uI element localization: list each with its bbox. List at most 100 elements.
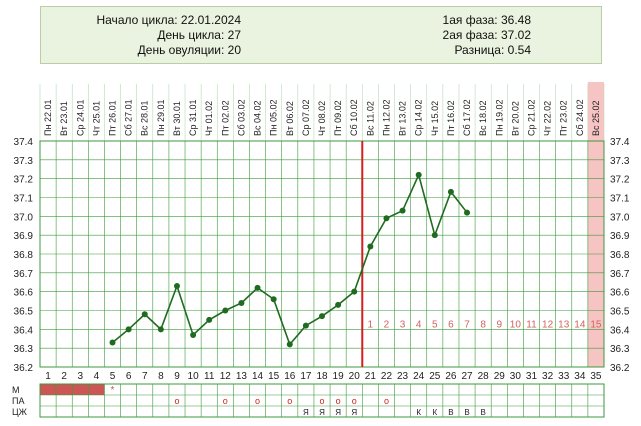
luteal-day-number: 9 — [496, 320, 502, 331]
luteal-day-number: 10 — [510, 320, 522, 331]
luteal-highlight-column — [587, 82, 604, 367]
pa-mark: о — [336, 396, 341, 406]
temperature-point — [464, 209, 471, 216]
date-label: Вт 20.02 — [510, 101, 520, 136]
day-number: 25 — [429, 371, 441, 382]
day-number: 10 — [188, 371, 200, 382]
y-tick-left: 36.9 — [14, 231, 34, 242]
day-number: 12 — [220, 371, 232, 382]
date-label: Сб 17.02 — [462, 99, 472, 136]
date-label: Ср 24.01 — [75, 99, 85, 136]
day-number: 22 — [381, 371, 393, 382]
temperature-point — [431, 232, 438, 239]
day-number: 2 — [61, 371, 67, 382]
phase1-label: 1ая фаза: 36.48 — [442, 13, 531, 27]
date-label: Пн 22.01 — [43, 100, 53, 136]
day-number: 18 — [316, 371, 328, 382]
date-label: Сб 10.02 — [349, 99, 359, 136]
y-tick-left: 36.3 — [14, 344, 34, 355]
day-number: 6 — [126, 371, 132, 382]
luteal-day-number: 1 — [368, 320, 374, 331]
date-label: Пн 12.02 — [381, 100, 391, 136]
cm-mark: Я — [303, 408, 309, 417]
day-number: 24 — [413, 371, 425, 382]
pa-mark: о — [384, 396, 389, 406]
day-number: 34 — [574, 371, 586, 382]
day-number: 26 — [445, 371, 457, 382]
day-number: 30 — [510, 371, 522, 382]
day-number: 20 — [349, 371, 361, 382]
y-tick-left: 37.4 — [14, 137, 34, 148]
y-tick-right: 36.7 — [610, 269, 630, 280]
y-tick-left: 36.8 — [14, 250, 34, 261]
date-label: Сб 24.02 — [575, 99, 585, 136]
luteal-day-number: 2 — [384, 320, 390, 331]
luteal-day-number: 5 — [432, 320, 438, 331]
y-tick-left: 36.6 — [14, 288, 34, 299]
day-number: 11 — [204, 371, 215, 382]
date-label: Чт 15.02 — [430, 101, 440, 136]
y-tick-right: 36.4 — [610, 325, 630, 336]
temperature-point — [447, 188, 454, 195]
temperature-point — [141, 311, 148, 318]
luteal-day-number: 6 — [448, 320, 454, 331]
temperature-point — [173, 283, 180, 290]
temperature-point — [157, 326, 164, 333]
date-label: Пн 05.02 — [269, 100, 279, 136]
y-tick-left: 36.2 — [14, 363, 34, 374]
day-number: 14 — [252, 371, 264, 382]
y-tick-right: 36.6 — [610, 288, 630, 299]
temperature-point — [206, 316, 213, 323]
day-number: 16 — [284, 371, 296, 382]
day-number: 3 — [78, 371, 84, 382]
date-label: Ср 14.02 — [414, 99, 424, 136]
date-label: Ср 07.02 — [301, 99, 311, 136]
date-label: Вс 04.02 — [253, 100, 263, 136]
temperature-point — [383, 215, 390, 222]
row-label: ПА — [12, 396, 24, 406]
cm-mark: Я — [319, 408, 325, 417]
date-label: Вс 11.02 — [365, 101, 375, 136]
y-tick-right: 36.2 — [610, 363, 630, 374]
menstruation-cell — [56, 384, 73, 395]
luteal-day-number: 4 — [416, 320, 422, 331]
day-number: 1 — [45, 371, 51, 382]
date-label: Вт 30.01 — [172, 101, 182, 136]
date-label: Пт 09.02 — [333, 100, 343, 136]
pa-mark: о — [352, 396, 357, 406]
ovulation-day-label: День овуляции: 20 — [137, 43, 241, 57]
phase2-label: 2ая фаза: 37.02 — [442, 28, 531, 42]
date-label: Сб 27.01 — [124, 99, 134, 136]
y-tick-right: 37.0 — [610, 212, 630, 223]
y-tick-left: 37.0 — [14, 212, 34, 223]
temperature-point — [270, 296, 277, 303]
y-tick-right: 36.8 — [610, 250, 630, 261]
day-number: 4 — [94, 371, 100, 382]
day-number: 32 — [542, 371, 554, 382]
day-number: 27 — [461, 371, 473, 382]
temperature-point — [399, 207, 406, 214]
pa-mark: о — [223, 396, 228, 406]
temperature-point — [190, 331, 197, 338]
date-label: Пт 16.02 — [446, 100, 456, 136]
date-label: Чт 08.02 — [317, 101, 327, 136]
date-label: Чт 01.02 — [204, 101, 214, 136]
y-tick-right: 37.2 — [610, 175, 630, 186]
pa-mark: о — [319, 396, 324, 406]
luteal-day-number: 8 — [480, 320, 486, 331]
y-tick-left: 36.4 — [14, 325, 34, 336]
row-label: ЦЖ — [12, 407, 28, 417]
temperature-point — [222, 307, 229, 314]
day-number: 35 — [590, 371, 602, 382]
temperature-point — [254, 284, 261, 291]
day-number: 31 — [526, 371, 538, 382]
temperature-point — [109, 339, 116, 346]
date-label: Вс 18.02 — [478, 100, 488, 136]
temperature-point — [335, 301, 342, 308]
temperature-point — [302, 322, 309, 329]
cm-mark: К — [416, 408, 421, 417]
date-label: Вт 06.02 — [285, 101, 295, 136]
y-tick-right: 36.3 — [610, 344, 630, 355]
menstruation-cell — [72, 384, 89, 395]
day-number: 23 — [397, 371, 409, 382]
